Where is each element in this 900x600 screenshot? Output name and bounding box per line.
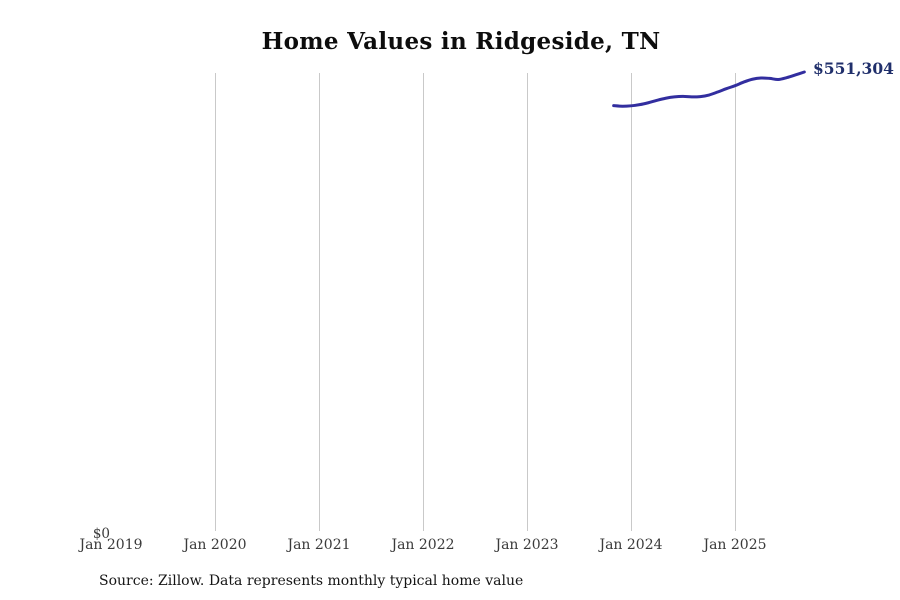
gridline — [422, 73, 424, 531]
source-note: Source: Zillow. Data represents monthly … — [99, 573, 524, 589]
x-tick-label: Jan 2023 — [495, 537, 559, 553]
x-tick-label: Jan 2025 — [703, 537, 767, 553]
gridline — [526, 73, 528, 531]
x-tick-label: Jan 2019 — [79, 537, 143, 553]
gridline — [214, 73, 216, 531]
y-axis-zero-label: $0 — [92, 526, 110, 542]
x-tick-label: Jan 2024 — [599, 537, 663, 553]
gridline — [734, 73, 736, 531]
home-value-line — [612, 70, 806, 108]
x-tick-label: Jan 2021 — [287, 537, 351, 553]
x-tick-label: Jan 2022 — [391, 537, 455, 553]
x-tick-label: Jan 2020 — [183, 537, 247, 553]
gridline — [630, 73, 632, 531]
chart-title: Home Values in Ridgeside, TN — [261, 28, 661, 55]
end-value-label: $551,304 — [813, 59, 894, 78]
gridline — [318, 73, 320, 531]
